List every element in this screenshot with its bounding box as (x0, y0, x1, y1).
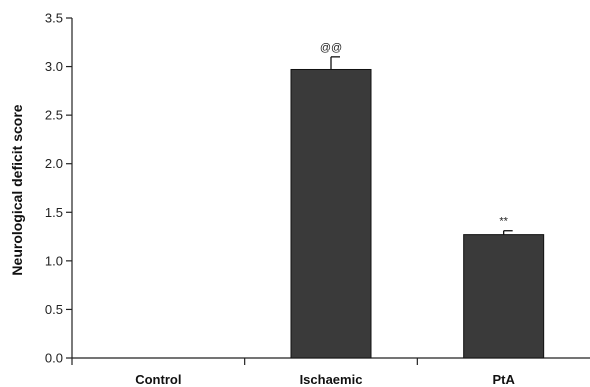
y-tick-label: 3.0 (45, 59, 63, 74)
x-tick-label: Ischaemic (300, 372, 363, 387)
y-axis-title: Neurological deficit score (9, 104, 25, 275)
y-tick-label: 2.5 (45, 108, 63, 123)
bar (290, 68, 372, 359)
y-tick-label: 0.5 (45, 302, 63, 317)
x-axis: Control Ischaemic PtA (71, 357, 590, 387)
y-tick-label: 0.0 (45, 351, 63, 366)
y-tick-label: 1.5 (45, 205, 63, 220)
y-axis: 0.0 0.5 1.0 1.5 2.0 2.5 3.0 3.5 (45, 11, 73, 366)
significance-label: ** (499, 216, 508, 228)
bar (463, 234, 545, 359)
significance-label: @@ (320, 42, 342, 54)
bars: @@ ** (290, 42, 545, 359)
y-tick-label: 3.5 (45, 11, 63, 26)
y-tick-label: 2.0 (45, 156, 63, 171)
x-tick-label: PtA (492, 372, 515, 387)
x-tick-label: Control (135, 372, 181, 387)
y-tick-label: 1.0 (45, 253, 63, 268)
